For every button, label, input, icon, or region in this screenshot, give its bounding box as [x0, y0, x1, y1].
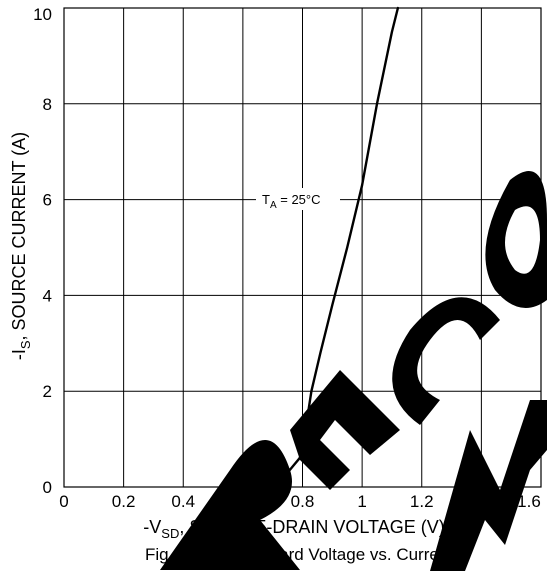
x-tick-label: 0.8: [291, 492, 315, 511]
y-tick-label: 6: [43, 191, 52, 210]
x-axis-title: -VSD, SOURCE-DRAIN VOLTAGE (V): [143, 517, 444, 541]
y-axis-title-prefix: -I: [9, 349, 29, 360]
chart-title: Fig. 9 Diode Forward Voltage vs. Current: [145, 545, 453, 564]
y-tick-label: 4: [43, 286, 52, 305]
x-axis-title-prefix: -V: [143, 517, 161, 537]
annotation-text: TA = 25°C: [262, 192, 321, 211]
annotation: TA = 25°C: [256, 188, 340, 211]
watermark-letter-r: [160, 440, 300, 570]
annotation-suffix: = 25°C: [277, 192, 321, 207]
annotation-subscript: A: [270, 200, 277, 211]
x-tick-label: 0: [59, 492, 68, 511]
annotation-background: [256, 188, 340, 210]
y-axis-title-subscript: S: [18, 340, 33, 349]
y-tick-label: 2: [43, 382, 52, 401]
watermark-letter-m: [430, 400, 547, 571]
y-tick-label: 0: [43, 478, 52, 497]
annotation-prefix: T: [262, 192, 270, 207]
x-tick-label: 1.6: [517, 492, 541, 511]
watermark-letter-c: [392, 297, 500, 425]
watermark-letter-o: [485, 171, 547, 308]
x-tick-label: 1.4: [470, 492, 494, 511]
x-axis-title-suffix: , SOURCE-DRAIN VOLTAGE (V): [179, 517, 444, 537]
y-tick-label: 10: [33, 5, 52, 24]
watermark: [160, 171, 547, 571]
x-axis-title-subscript: SD: [161, 526, 179, 541]
y-axis-title-suffix: , SOURCE CURRENT (A): [9, 132, 29, 341]
x-tick-label: 1: [357, 492, 366, 511]
x-tick-label: 0.2: [112, 492, 136, 511]
y-axis-title: -IS, SOURCE CURRENT (A): [9, 132, 33, 360]
x-tick-label: 1.2: [410, 492, 434, 511]
x-tick-label: 0.6: [231, 492, 255, 511]
tick-labels: 0 0.2 0.4 0.6 0.8 1 1.2 1.4 1.6 0 2 4 6 8 10: [33, 5, 541, 511]
axis-titles: -VSD, SOURCE-DRAIN VOLTAGE (V) -IS, SOUR…: [9, 132, 453, 564]
y-tick-label: 8: [43, 95, 52, 114]
x-tick-label: 0.4: [171, 492, 195, 511]
watermark-letter-e: [290, 370, 400, 490]
